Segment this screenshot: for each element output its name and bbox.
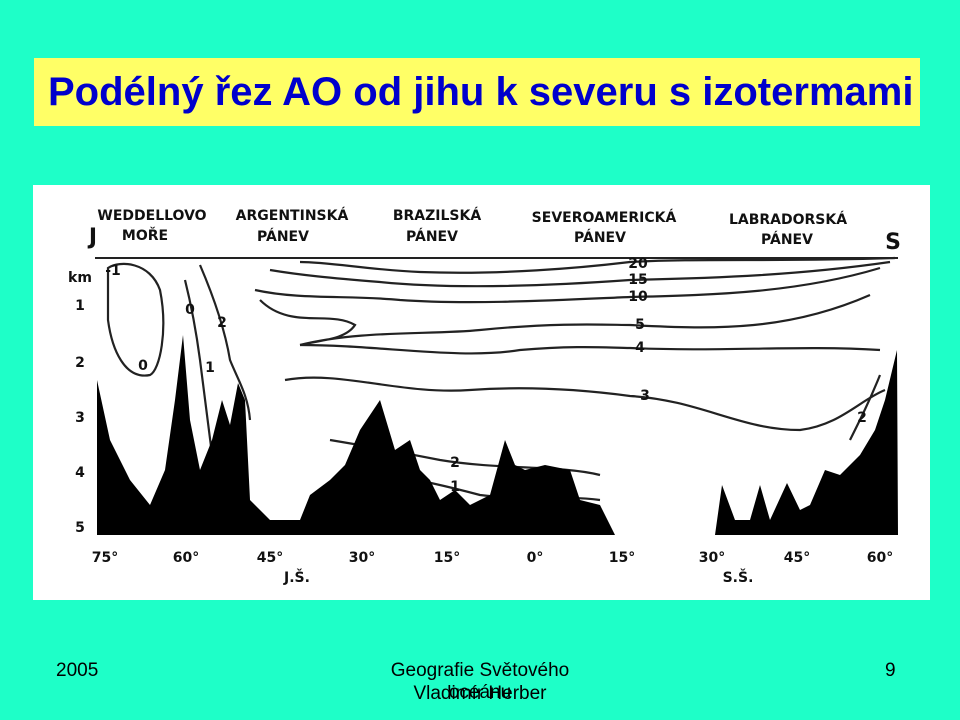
ocean-section: WEDDELLOVO MOŘE ARGENTINSKÁ PÁNEV BRAZILSKÁ P… <box>33 185 930 600</box>
footer-author: Vladimír Herber <box>413 683 547 704</box>
isotherm-label: 15 <box>628 272 647 288</box>
basin-label: WEDDELLOVO <box>97 208 206 224</box>
depth-unit: km <box>68 270 92 286</box>
isotherm-label: 2 <box>450 455 460 471</box>
basin-label: PÁNEV <box>406 228 458 245</box>
depth-label: 4 <box>75 465 85 481</box>
footer-year: 2005 <box>56 660 99 681</box>
latitude-label: 60° <box>867 550 893 566</box>
footer-course: Geografie Světového oceánu <box>390 660 570 703</box>
isotherm-label: 0 <box>185 302 195 318</box>
isotherm-label: 2 <box>857 410 867 426</box>
depth-label: 3 <box>75 410 85 426</box>
basin-label: SEVEROAMERICKÁ <box>532 209 677 226</box>
isotherm-label: 2 <box>217 315 227 331</box>
latitude-label: 0° <box>527 550 544 566</box>
latitude-label: 75° <box>92 550 118 566</box>
isotherm-label: 4 <box>635 340 645 356</box>
seafloor <box>97 335 898 535</box>
isotherm-label: -1 <box>105 263 121 279</box>
isotherm-label: 1 <box>205 360 215 376</box>
start-label: J <box>87 225 97 250</box>
slide-title: Podélný řez AO od jihu k severu s izoter… <box>34 58 920 126</box>
latitude-label: 30° <box>349 550 375 566</box>
depth-label: 5 <box>75 520 85 536</box>
hemisphere-label: J.Š. <box>283 568 310 586</box>
latitude-label: 30° <box>699 550 725 566</box>
latitude-label: 60° <box>173 550 199 566</box>
isotherm-label: 10 <box>628 289 648 305</box>
isotherm-label: 1 <box>450 479 460 495</box>
basin-label: PÁNEV <box>574 229 626 246</box>
isotherm-label: 5 <box>635 317 645 333</box>
basin-label: PÁNEV <box>257 228 309 245</box>
basin-label: MOŘE <box>122 227 168 244</box>
latitude-label: 15° <box>609 550 635 566</box>
basin-label: LABRADORSKÁ <box>729 211 847 228</box>
depth-label: 1 <box>75 298 85 314</box>
basin-label: PÁNEV <box>761 231 813 248</box>
isotherm-label: 3 <box>640 388 650 404</box>
basin-label: BRAZILSKÁ <box>393 207 481 224</box>
basin-label: ARGENTINSKÁ <box>236 207 349 224</box>
isotherm-label: 0 <box>138 358 148 374</box>
hemisphere-label: S.Š. <box>723 568 754 586</box>
depth-label: 2 <box>75 355 85 371</box>
latitude-label: 45° <box>784 550 810 566</box>
footer-page: 9 <box>885 660 896 681</box>
isotherm-label: 20 <box>628 256 648 272</box>
latitude-label: 45° <box>257 550 283 566</box>
latitude-label: 15° <box>434 550 460 566</box>
end-label: S <box>885 230 901 255</box>
